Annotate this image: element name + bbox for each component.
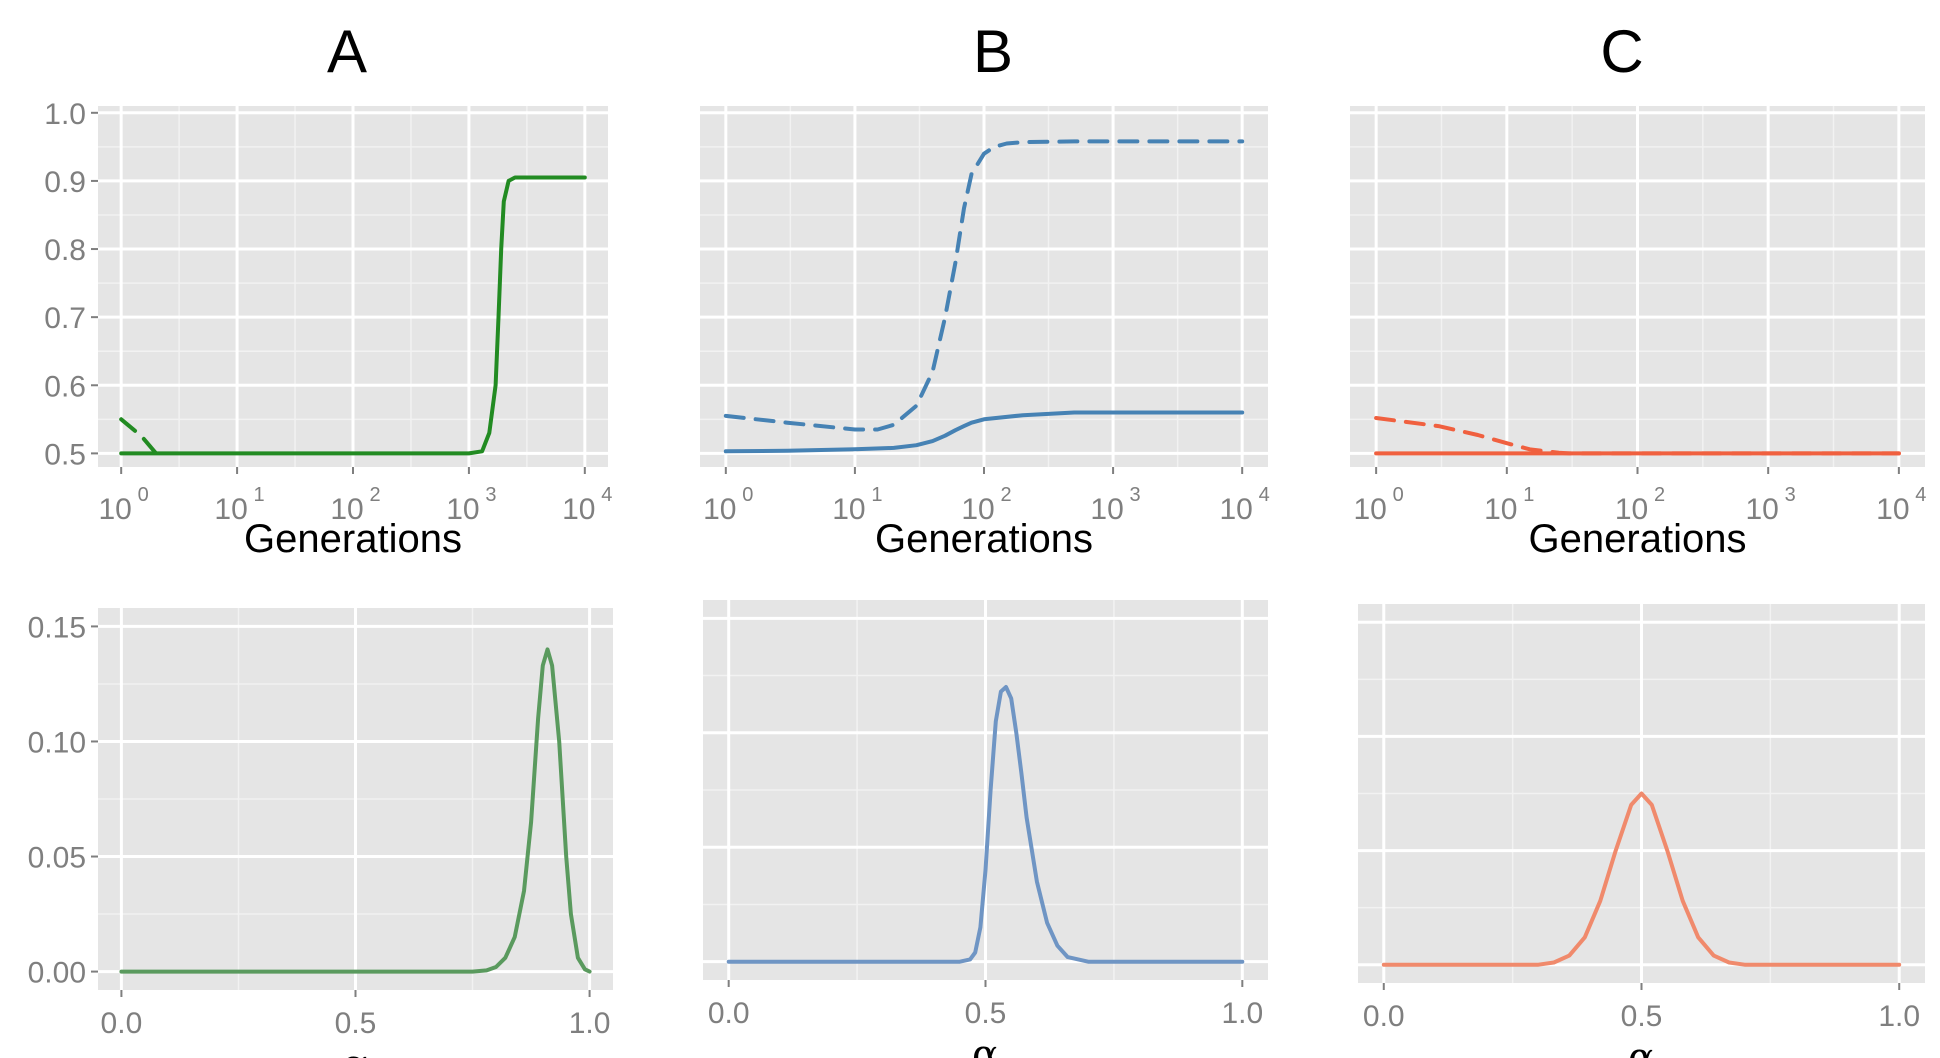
x-axis-title: Generations bbox=[1529, 517, 1747, 561]
x-tick-label: 10 bbox=[1484, 493, 1517, 526]
x-tick-label: 1.0 bbox=[569, 1007, 611, 1040]
y-tick-label: 1.0 bbox=[44, 98, 86, 131]
x-tick-label: 10 bbox=[703, 493, 736, 526]
x-tick-label: 10 bbox=[1219, 493, 1252, 526]
dashed-series-line bbox=[1374, 416, 1901, 456]
y-tick-label: 0.8 bbox=[44, 234, 86, 267]
x-tick-label-exponent: 1 bbox=[254, 484, 265, 506]
solid-series-line bbox=[119, 175, 587, 456]
chart-a-bottom: 0.0 0.5 1.0 0.00 0.05 0.10 0.15 α bbox=[28, 608, 613, 1058]
x-tick-label: 10 bbox=[1090, 493, 1123, 526]
x-tick-label-exponent: 0 bbox=[138, 484, 149, 506]
x-tick-label: 10 bbox=[98, 493, 131, 526]
chart-a-top: 10 0 10 1 10 2 10 3 10 4 0.5 0.6 0.7 0.8 0.9 1.0 Generat… bbox=[44, 98, 612, 561]
y-tick-label: 0.5 bbox=[44, 438, 86, 471]
x-tick-label: 10 bbox=[330, 493, 363, 526]
x-tick-label-exponent: 3 bbox=[1785, 484, 1796, 506]
x-tick-label-exponent: 2 bbox=[369, 484, 380, 506]
x-tick-label: 10 bbox=[1615, 493, 1648, 526]
panel-label-c: C bbox=[1600, 18, 1643, 85]
x-tick-label-exponent: 3 bbox=[485, 484, 496, 506]
x-axis-title: α bbox=[1628, 1035, 1655, 1058]
x-tick-label: 10 bbox=[1353, 493, 1386, 526]
panel-label-b: B bbox=[973, 18, 1013, 85]
x-tick-label: 0.5 bbox=[1621, 1000, 1663, 1033]
panel-label-a: A bbox=[327, 18, 367, 85]
x-tick-label-exponent: 0 bbox=[742, 484, 753, 506]
y-tick-label: 0.00 bbox=[28, 957, 86, 990]
solid-series-line bbox=[119, 647, 592, 974]
chart-b-bottom: 0.0 0.5 1.0 α bbox=[703, 600, 1268, 1058]
x-tick-label: 10 bbox=[1876, 493, 1909, 526]
y-tick-label: 0.9 bbox=[44, 166, 86, 199]
y-tick-label: 0.15 bbox=[28, 611, 86, 644]
solid-series-line bbox=[726, 685, 1245, 964]
chart-c-bottom: 0.0 0.5 1.0 α bbox=[1358, 604, 1925, 1058]
x-tick-label: 10 bbox=[961, 493, 994, 526]
dashed-series-line bbox=[119, 417, 159, 456]
x-tick-label: 10 bbox=[446, 493, 479, 526]
x-tick-label: 0.0 bbox=[1363, 1000, 1405, 1033]
x-tick-label: 0.0 bbox=[708, 997, 750, 1030]
x-tick-label: 10 bbox=[562, 493, 595, 526]
x-tick-label-exponent: 1 bbox=[871, 484, 882, 506]
x-axis-title: α bbox=[342, 1042, 369, 1058]
x-tick-label-exponent: 3 bbox=[1130, 484, 1141, 506]
solid-series-line bbox=[1381, 791, 1902, 967]
x-tick-label: 1.0 bbox=[1221, 997, 1263, 1030]
x-tick-label: 0.0 bbox=[101, 1007, 143, 1040]
x-tick-label: 10 bbox=[1745, 493, 1778, 526]
chart-c-top: 10 0 10 1 10 2 10 3 10 4 Generations bbox=[1350, 106, 1926, 561]
x-tick-label: 0.5 bbox=[965, 997, 1007, 1030]
x-axis-title: Generations bbox=[875, 517, 1093, 561]
x-tick-label-exponent: 2 bbox=[1000, 484, 1011, 506]
x-axis-title: α bbox=[972, 1032, 999, 1058]
x-tick-label-exponent: 4 bbox=[1915, 484, 1926, 506]
x-tick-label-exponent: 4 bbox=[601, 484, 612, 506]
x-axis-title: Generations bbox=[244, 517, 462, 561]
plots: 10 0 10 1 10 2 10 3 10 40.50.60.70.80.91.0Generat… bbox=[28, 98, 1927, 1058]
x-tick-label-exponent: 2 bbox=[1654, 484, 1665, 506]
x-tick-label-exponent: 4 bbox=[1259, 484, 1270, 506]
x-tick-label-exponent: 0 bbox=[1393, 484, 1404, 506]
dashed-series-line bbox=[723, 139, 1245, 432]
solid-series-line bbox=[723, 410, 1245, 454]
x-tick-label: 10 bbox=[832, 493, 865, 526]
y-tick-label: 0.7 bbox=[44, 302, 86, 335]
x-tick-label: 10 bbox=[214, 493, 247, 526]
y-tick-label: 0.10 bbox=[28, 726, 86, 759]
y-tick-label: 0.05 bbox=[28, 842, 86, 875]
x-tick-label: 0.5 bbox=[335, 1007, 377, 1040]
y-tick-label: 0.6 bbox=[44, 370, 86, 403]
x-tick-label-exponent: 1 bbox=[1523, 484, 1534, 506]
chart-b-top: 10 0 10 1 10 2 10 3 10 4 Generations bbox=[700, 106, 1270, 561]
x-tick-label: 1.0 bbox=[1878, 1000, 1920, 1033]
